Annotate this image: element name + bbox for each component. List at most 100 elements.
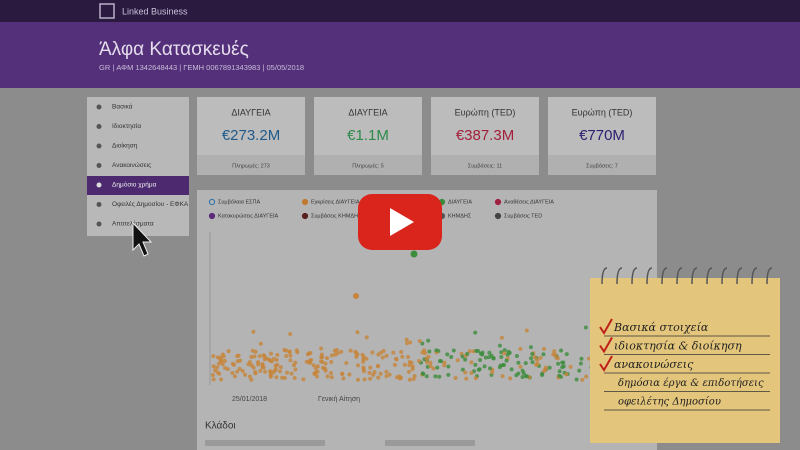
scatter-dot [243,372,248,377]
note-line: ανακοινώσεις [614,358,694,371]
legend-marker [494,212,502,220]
spiral-ring [646,267,653,285]
scatter-dot [215,365,220,370]
sidebar-item[interactable]: Δημόσιο χρήμα [112,181,157,189]
legend-marker [494,198,502,206]
scatter-dot [556,361,561,366]
scatter-dot [400,354,405,359]
legend-label: Αναθέσεις ΔΙΑΥΓΕΙΑ [504,198,554,205]
sidebar-item[interactable]: Οφειλές Δημοσίου - ΕΦΚΑ [112,200,189,208]
scatter-dot [446,364,451,369]
scatter-dot [274,375,279,380]
sidebar [87,97,189,236]
scatter-dot [557,373,562,378]
scatter-dot [410,367,415,372]
scatter-dot [258,341,263,346]
scatter-dot [249,377,254,382]
scatter-dot [378,371,383,376]
scatter-dot [524,374,529,379]
sidebar-item[interactable]: Βασικά [112,103,133,111]
scatter-dot [218,359,223,364]
legend-label: Συμβάσεις ΚΗΜΔΗΣ [311,212,362,219]
scatter-dot [407,363,412,368]
scatter-dot [530,360,535,365]
scatter-dot [473,362,478,367]
sidebar-item[interactable]: Ιδιοκτησία [112,122,141,130]
scatter-dot [273,367,278,372]
scatter-dot [332,348,337,353]
spiral-ring [691,267,698,285]
section-title: Κλάδοι [205,420,236,432]
scatter-dot [312,371,317,376]
scatter-dot [384,353,389,358]
scatter-dot [251,329,256,334]
scatter-dot [553,352,558,357]
scatter-dot [256,362,261,367]
scatter-dot [282,376,287,381]
scatter-dot [480,350,485,355]
scatter-dot [249,354,254,359]
sidebar-icon [96,182,102,188]
scatter-dot [287,350,292,355]
card-source: ΔΙΑΥΓΕΙΑ [348,107,387,117]
stat-card-footer [197,155,305,175]
check-mark [599,318,613,335]
scatter-dot [437,374,442,379]
scatter-dot [210,373,215,378]
scatter-dot [427,349,432,354]
scatter-dot [285,370,290,375]
note-line: δημόσια έργα & επιδοτήσεις [618,378,764,389]
scatter-dot [319,359,324,364]
scatter-dot [514,373,519,378]
scatter-dot [420,371,425,376]
card-note: Πληρωμές: 5 [352,162,384,169]
scatter-dot [213,368,218,373]
scatter-dot [406,354,411,359]
scatter-dot [340,371,345,376]
scatter-dot [344,360,349,365]
scatter-dot [523,361,528,366]
scatter-dot [502,351,507,356]
sidebar-item[interactable]: Ανακοινώσεις [112,161,151,169]
scatter-dot [222,358,227,363]
scatter-dot [293,367,298,372]
scatter-dot [315,374,320,379]
scatter-dot [235,354,240,359]
sidebar-item-active [87,176,189,195]
sidebar-icon [96,124,102,129]
stat-card-footer [314,155,422,175]
sidebar-item[interactable]: Διοίκηση [112,142,138,150]
scatter-dot [541,352,546,357]
spiral-ring [721,267,728,285]
legend-label: Κατακυρώσεις ΔΙΑΥΓΕΙΑ [218,212,279,219]
scatter-dot [394,357,399,362]
scatter-dot [329,375,334,380]
scatter-dot [247,374,252,379]
scatter-dot [420,341,425,346]
scatter-dot [376,375,381,380]
scatter-dot [434,348,439,353]
scatter-dot [311,363,316,368]
note-line: οφειλέτης Δημοσίου [618,397,721,408]
scatter-dot [361,359,366,364]
stat-card-footer [431,155,539,175]
scatter-dot [404,337,409,342]
spiral-ring [676,267,683,285]
row-date: 25/01/2018 [232,396,267,403]
scatter-dot [333,352,338,357]
scatter-dot [469,360,474,365]
scatter-dot [514,354,519,359]
sidebar-icon [96,221,102,227]
scatter-dot [579,356,584,361]
scatter-dot [497,343,502,348]
scatter-dot [319,352,324,357]
scatter-dot [268,374,273,379]
scatter-dot [425,360,430,365]
scatter-dot [315,364,320,369]
scatter-dot [453,376,458,381]
card-amount: €273.2M [222,127,280,144]
scatter-dot [364,335,369,340]
company-title: Άλφα Κατασκευές [99,39,249,60]
scatter-dot [391,350,396,355]
company-subtitle: GR | ΑΦΜ 1342648443 | ΓΕΜΗ 0067891343983… [99,63,304,72]
